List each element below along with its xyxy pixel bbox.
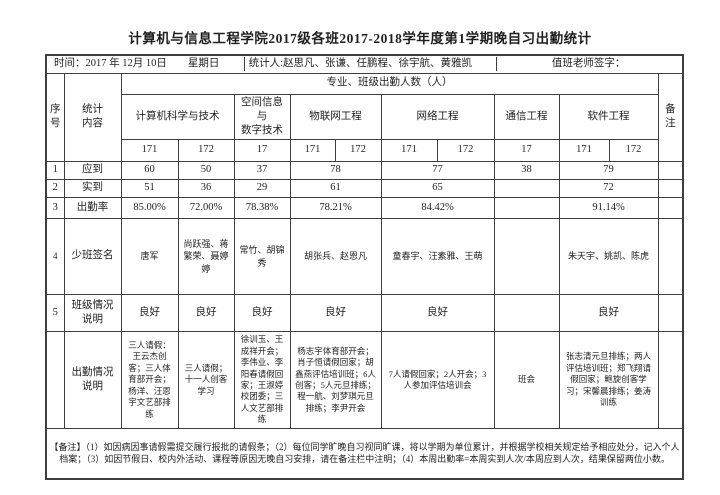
value-cell (493, 294, 560, 333)
value-cell: 50 (177, 161, 235, 181)
stat-content-header-cell: 统计 内容 (63, 72, 122, 163)
row-label-cell: 班级情况 说明 (63, 294, 122, 333)
class-number-cell: 171 (380, 139, 438, 163)
info-row-cell: 时间：2017 年 12月 10日 星期日 统计人:赵思凡、张谦、任鹏程、徐宇航… (45, 54, 684, 74)
class-number-cell: 172 (334, 139, 382, 163)
class-number-cell: 172 (177, 139, 235, 163)
value-cell: 唐军 (120, 218, 179, 296)
value-cell: 良好 (289, 294, 382, 333)
class-number-cell: 171 (120, 139, 179, 163)
value-cell: 常竹、胡锦秀 (233, 218, 291, 296)
class-number-row: 171 172 17 171 172 171 172 17 171 172 (46, 139, 683, 163)
value-cell: 78.38% (233, 197, 291, 220)
value-cell: 72 (558, 179, 659, 199)
table-row-actual: 2 实到 51 36 29 61 65 72 (45, 179, 684, 199)
value-cell: 张志清元旦排练；两人评估培训班；郑飞翔请假回家；鲍旋创客学习；宋馨晨排练；姜涛训… (558, 331, 659, 430)
value-cell: 51 (120, 179, 179, 199)
value-cell: 36 (177, 179, 235, 199)
row-label-cell: 应到 (63, 161, 122, 181)
major-header-cell: 通信工程 (493, 93, 560, 141)
value-cell: 徐训玉、王成祥开会；李伟业、李阳春请假回家；王淑婷校团委；三人文艺部排练 (233, 331, 291, 430)
remark-cell (657, 294, 684, 333)
row-label-cell: 少班签名 (63, 218, 122, 296)
row-number-cell: 2 (45, 179, 65, 199)
row-number-cell: 4 (45, 218, 65, 296)
value-cell (493, 179, 560, 199)
value-cell: 良好 (380, 294, 495, 333)
value-cell: 91.14% (558, 197, 659, 220)
class-number-cell: 17 (493, 139, 560, 163)
footer-note: 【备注】（1）如因病因事请假需提交履行报批的请假条；（2）每位同学旷晚自习视同旷… (45, 428, 684, 480)
major-header-cell: 空间信息与 数字技术 (233, 93, 291, 141)
banner-cell: 专业、班级出勤人数（人） (120, 72, 659, 95)
row-label-cell: 实到 (63, 179, 122, 199)
remark-cell (657, 331, 684, 430)
value-cell: 三人请假：王云杰创客；三人体育部开会；杨洋、汪恩宇文艺部排练 (120, 331, 179, 430)
value-cell: 84.42% (380, 197, 495, 220)
table-row-class-status: 5 班级情况 说明 良好 良好 良好 良好 良好 良好 (45, 294, 684, 333)
table-row-rate: 3 出勤率 85.00% 72.00% 78.38% 78.21% 84.42%… (45, 197, 684, 220)
value-cell: 60 (120, 161, 179, 181)
seq-header-cell: 序号 (45, 72, 65, 163)
value-cell: 65 (380, 179, 495, 199)
value-cell: 良好 (120, 294, 179, 333)
value-cell: 38 (493, 161, 560, 181)
attendance-table: 时间：2017 年 12月 10日 星期日 统计人:赵思凡、张谦、任鹏程、徐宇航… (45, 54, 685, 480)
remark-cell (657, 179, 684, 199)
remark-header-cell: 备注 (657, 72, 684, 163)
major-header-cell: 网络工程 (380, 93, 495, 141)
value-cell: 78 (289, 161, 382, 181)
row-number-cell: 5 (45, 294, 65, 333)
remark-cell (657, 161, 684, 181)
table-row-expected: 1 应到 60 50 37 78 77 38 79 (45, 161, 684, 181)
class-number-cell: 171 (558, 139, 610, 163)
statisticians-label: 统计人:赵思凡、张谦、任鹏程、徐宇航、黄雅凯 (245, 57, 498, 72)
value-cell: 78.21% (289, 197, 382, 220)
row-number-cell: 1 (45, 161, 65, 181)
value-cell: 三人请假；十一人创客学习 (177, 331, 235, 430)
header-banner-row: 序号 统计 内容 专业、班级出勤人数（人） 备注 (45, 72, 684, 163)
value-cell: 良好 (558, 294, 659, 333)
value-cell (493, 218, 560, 296)
value-cell: 7人请假回家；2人开会；3人参加评估培训会 (380, 331, 495, 430)
row-label-cell: 出勤率 (63, 197, 122, 220)
value-cell: 杨志宇体育部开会；肖子恒请假回家；胡鑫燕评估培训班；6人创客；5人元旦排练；程一… (289, 331, 382, 430)
major-header-cell: 计算机科学与技术 (120, 93, 235, 141)
info-row: 时间：2017 年 12月 10日 星期日 统计人:赵思凡、张谦、任鹏程、徐宇航… (45, 54, 684, 74)
value-cell: 童春宇、汪素雅、王萌 (380, 218, 495, 296)
value-cell: 72.00% (177, 197, 235, 220)
row-label-cell: 出勤情况 说明 (63, 331, 122, 430)
value-cell: 良好 (177, 294, 235, 333)
major-header-cell: 软件工程 (558, 93, 659, 141)
class-number-cell: 172 (608, 139, 659, 163)
value-cell: 良好 (233, 294, 291, 333)
table-row-absent-signatures: 4 少班签名 唐军 尚跃强、蒋繁荣、聂婷婷 常竹、胡锦秀 胡张兵、赵恩凡 童春宇… (45, 218, 684, 296)
class-number-cell: 171 (289, 139, 336, 163)
value-cell: 班会 (493, 331, 560, 430)
value-cell: 29 (233, 179, 291, 199)
page-title: 计算机与信息工程学院2017级各班2017-2018学年度第1学期晚自习出勤统计 (128, 31, 592, 46)
class-number-cell: 17 (233, 139, 291, 163)
value-cell: 79 (558, 161, 659, 181)
value-cell: 85.00% (120, 197, 179, 220)
row-number-cell (45, 331, 65, 430)
value-cell: 尚跃强、蒋繁荣、聂婷婷 (177, 218, 235, 296)
value-cell: 37 (233, 161, 291, 181)
value-cell: 朱天宇、姚凯、陈虎 (558, 218, 659, 296)
value-cell: 77 (380, 161, 495, 181)
value-cell: 胡张兵、赵恩凡 (289, 218, 382, 296)
remark-cell (657, 197, 684, 220)
teacher-signature-label: 值班老师签字： (551, 58, 626, 70)
major-header-cell: 物联网工程 (289, 93, 382, 141)
info-time-label: 时间：2017 年 12月 10日 星期日 (49, 57, 245, 72)
footer-note-row: 【备注】（1）如因病因事请假需提交履行报批的请假条；（2）每位同学旷晚自习视同旷… (45, 428, 684, 480)
value-cell: 61 (289, 179, 382, 199)
majors-header-row: 计算机科学与技术 空间信息与 数字技术 物联网工程 网络工程 通信工程 软件工程 (46, 93, 683, 141)
table-row-attendance-detail: 出勤情况 说明 三人请假：王云杰创客；三人体育部开会；杨洋、汪恩宇文艺部排练 三… (45, 331, 684, 430)
remark-cell (657, 218, 684, 296)
value-cell (493, 197, 560, 220)
row-number-cell: 3 (45, 197, 65, 220)
class-number-cell: 172 (436, 139, 495, 163)
